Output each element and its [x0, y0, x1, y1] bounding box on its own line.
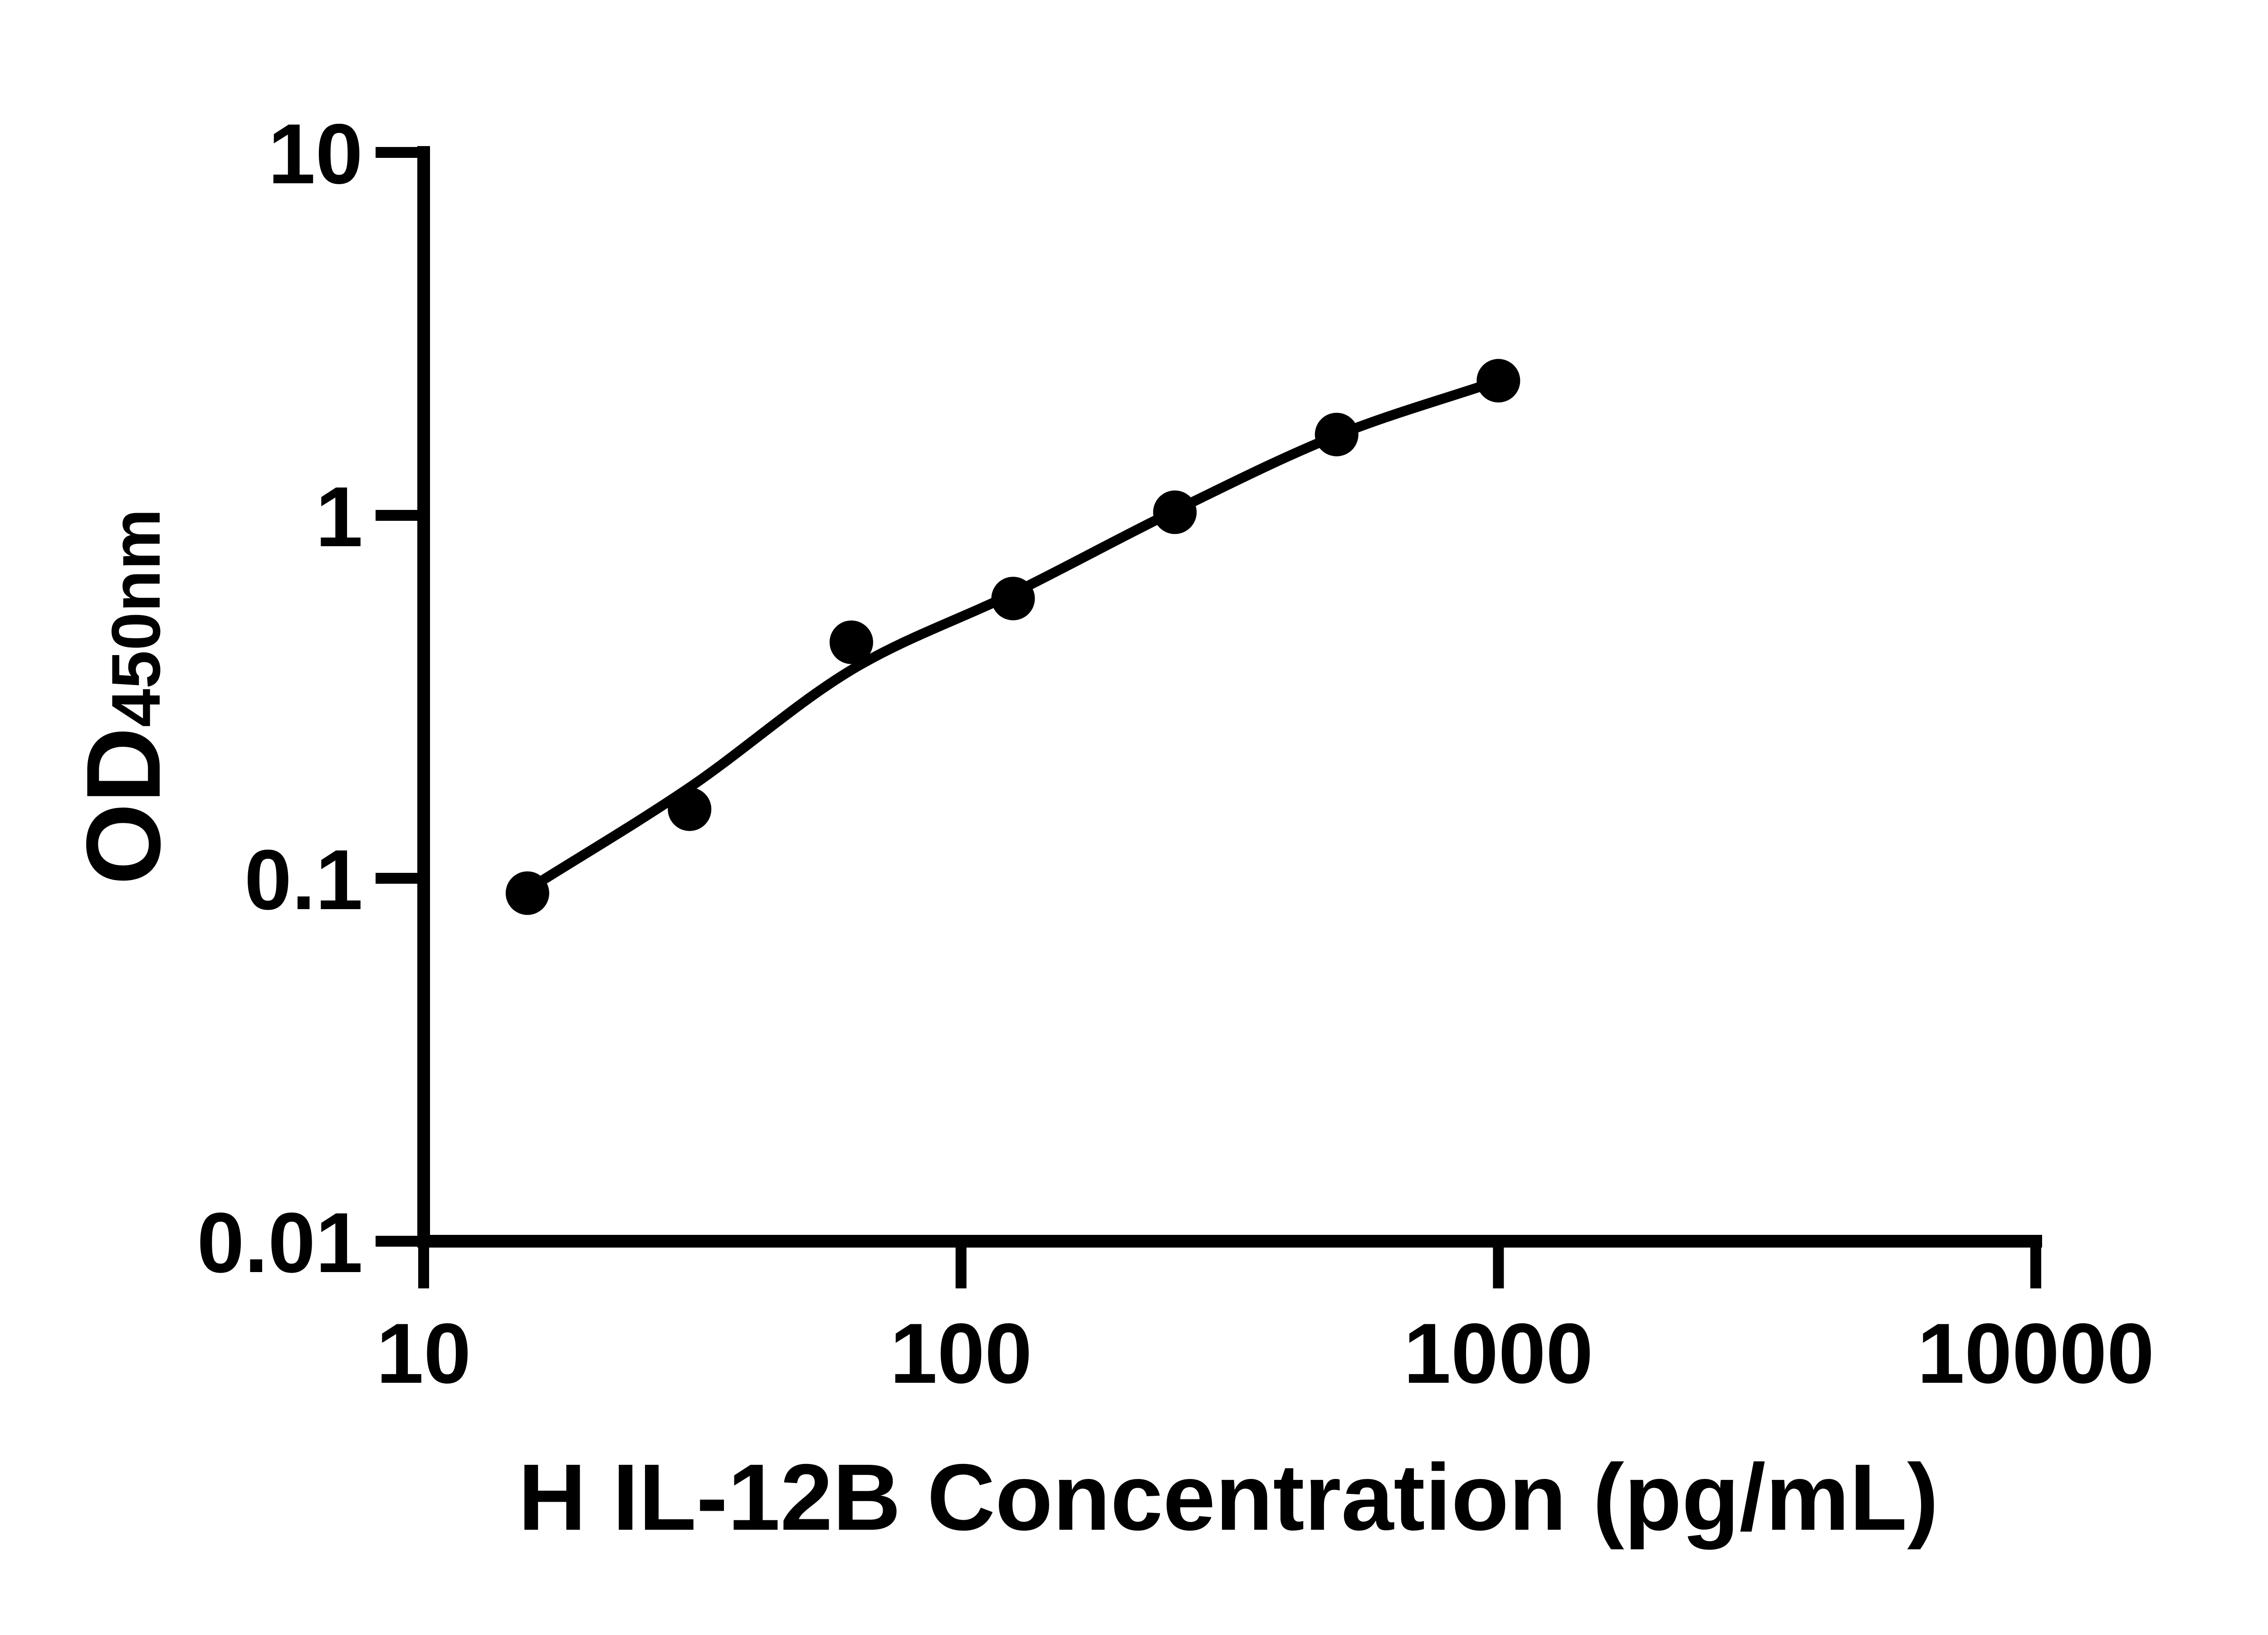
y-axis-title: OD450nm	[65, 509, 182, 885]
x-tick-label-100: 100	[890, 1306, 1032, 1401]
data-point	[991, 577, 1035, 621]
y-tick-label-1: 1	[315, 469, 363, 564]
y-axis-title-subscript: 450nm	[98, 509, 175, 727]
y-axis-ticks: 10 1 0.1 0.01	[197, 106, 417, 1290]
x-tick-label-10: 10	[376, 1306, 471, 1401]
x-axis-title: H IL-12B Concentration (pg/mL)	[518, 1445, 1938, 1550]
x-tick-label-10000: 10000	[1917, 1306, 2155, 1401]
data-point	[1315, 412, 1359, 456]
data-points	[505, 359, 1520, 915]
x-tick-label-1000: 1000	[1403, 1306, 1593, 1401]
y-axis-title-base: OD	[65, 727, 182, 885]
data-point	[505, 871, 549, 915]
data-point	[829, 620, 873, 664]
data-point	[668, 787, 712, 831]
x-axis-ticks: 10 100 1000 10000	[376, 1247, 2154, 1401]
y-tick-label-0.01: 0.01	[197, 1195, 363, 1290]
y-tick-label-0.1: 0.1	[244, 832, 363, 927]
data-point	[1153, 490, 1197, 534]
data-point	[1476, 359, 1520, 403]
y-tick-label-10: 10	[268, 106, 363, 201]
